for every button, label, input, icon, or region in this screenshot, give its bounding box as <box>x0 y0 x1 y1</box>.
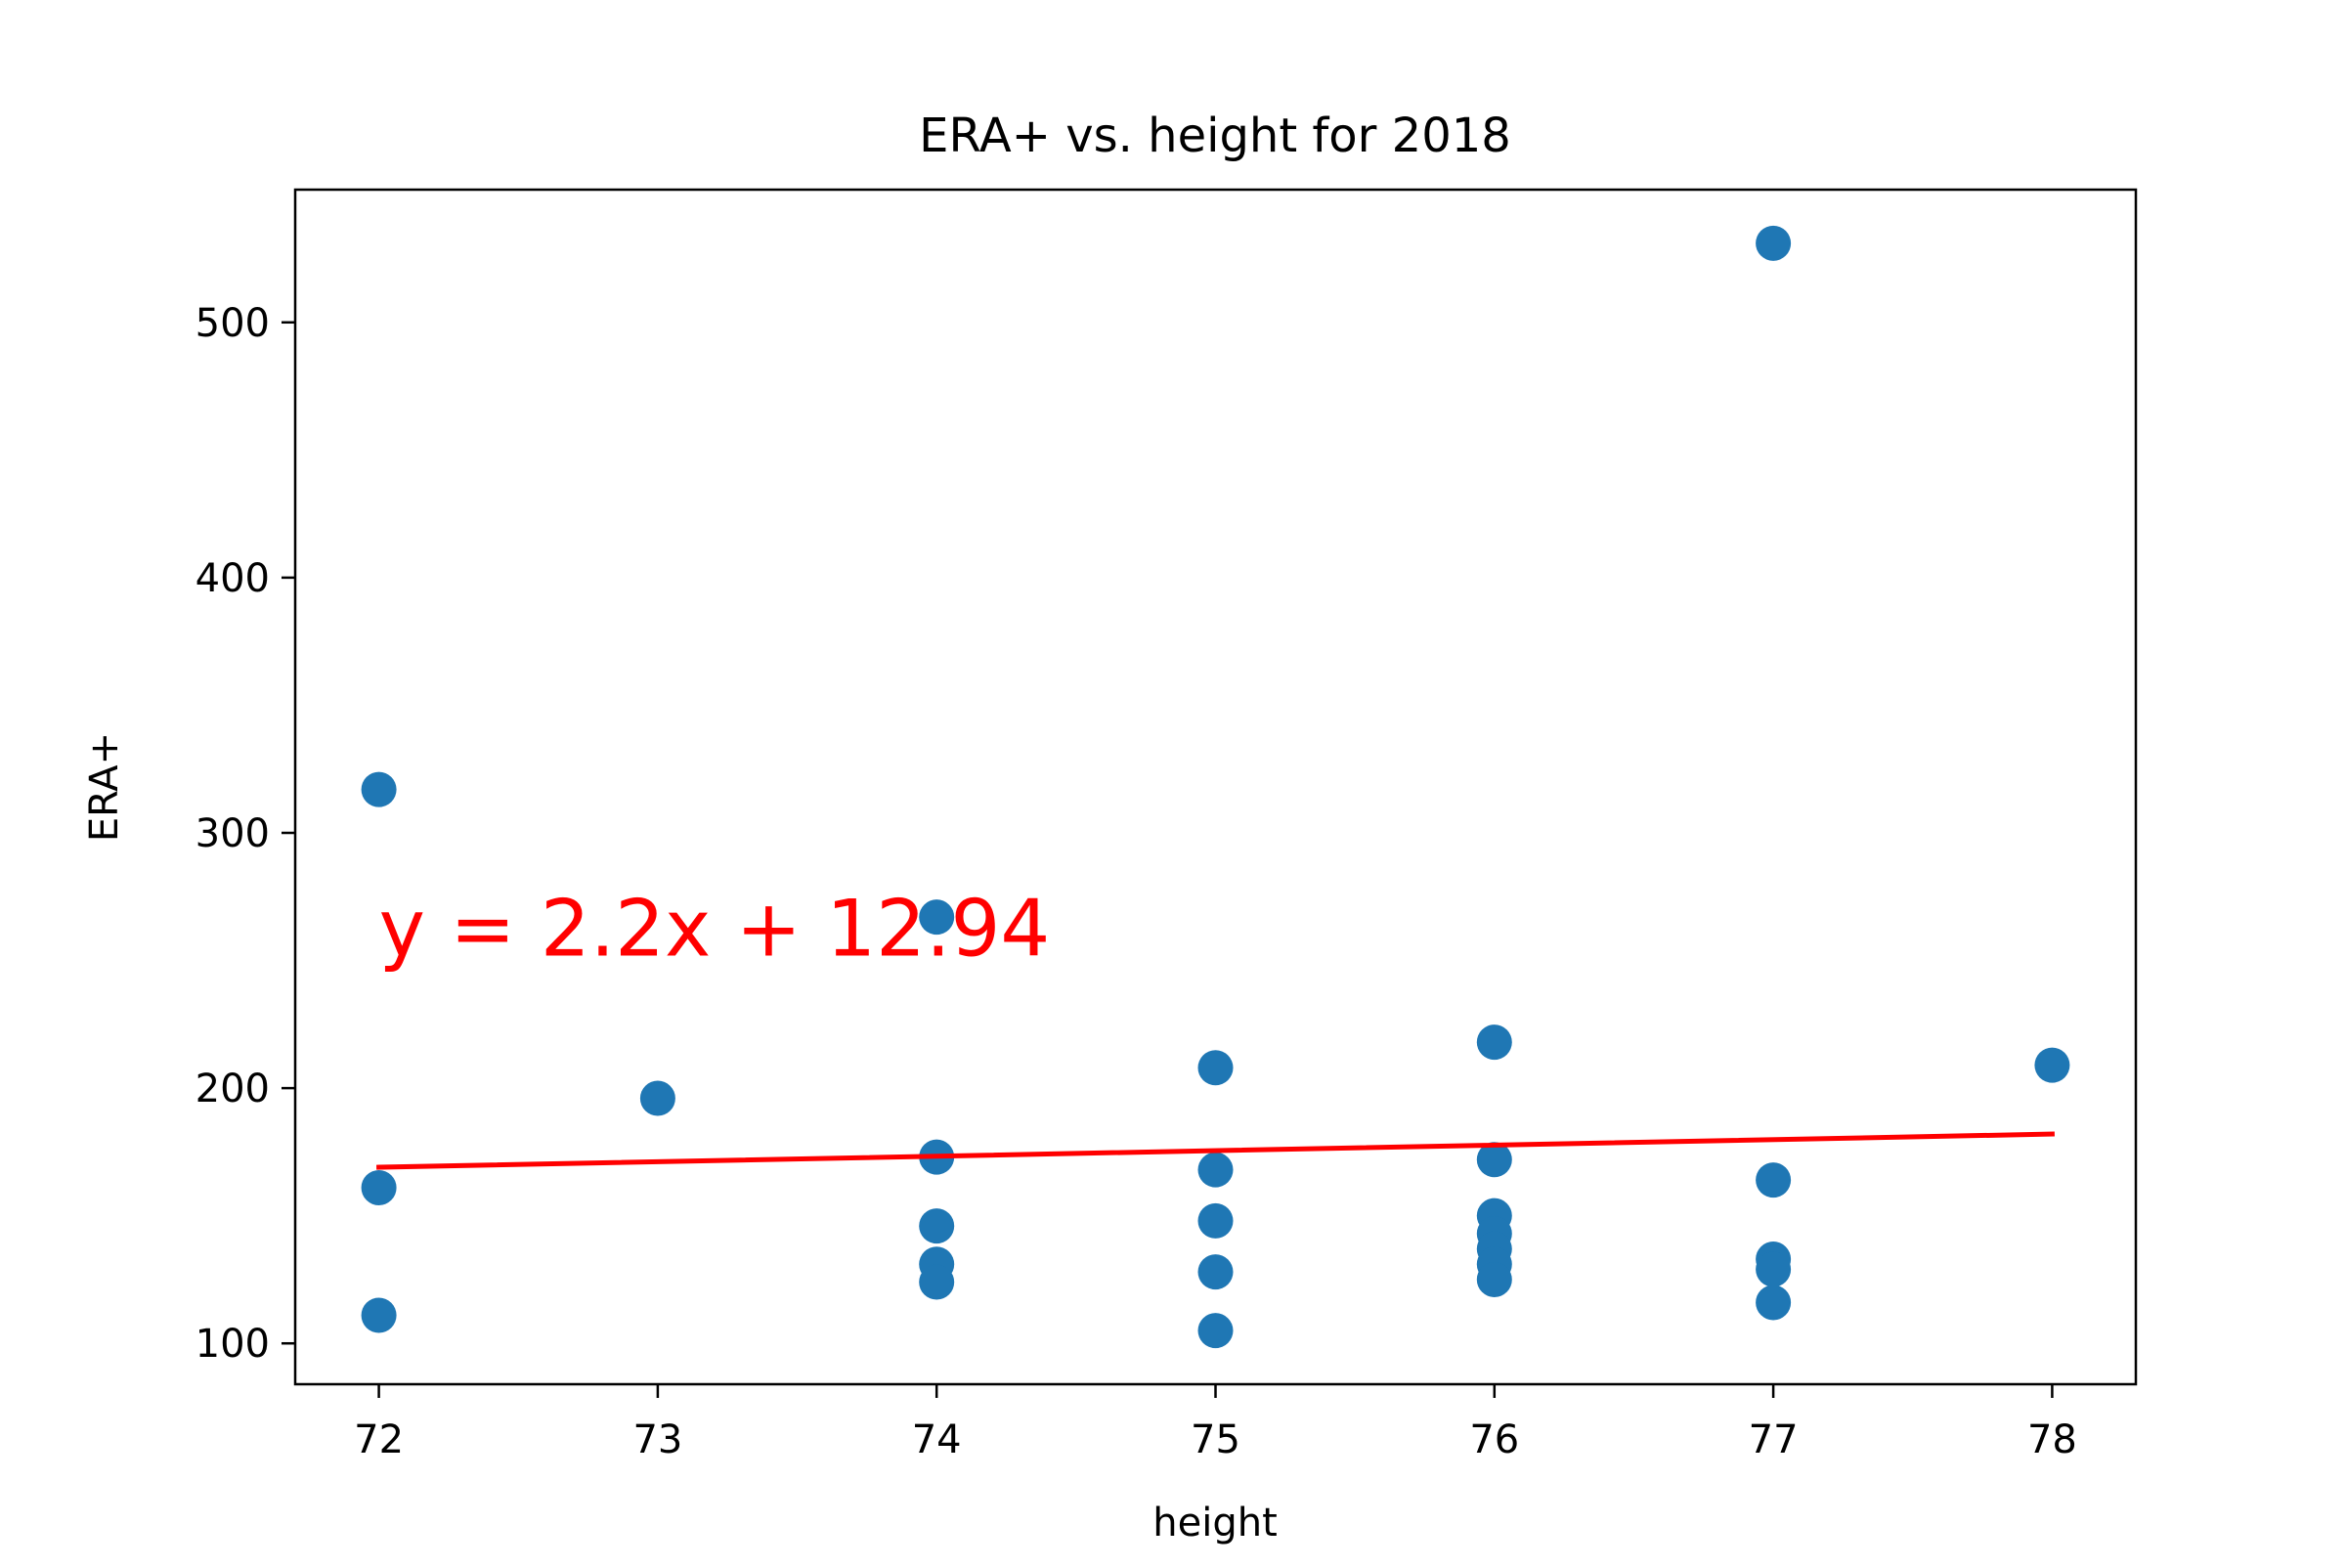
x-tick-label: 76 <box>1469 1417 1519 1462</box>
y-tick-label: 300 <box>196 811 270 856</box>
x-axis-label: height <box>1152 1501 1278 1546</box>
scatter-point <box>1197 1313 1234 1349</box>
scatter-point <box>919 1264 955 1300</box>
scatter-point <box>919 899 955 936</box>
x-tick-label: 72 <box>354 1417 404 1462</box>
fit-equation-annotation: y = 2.2x + 12.94 <box>379 883 1051 974</box>
x-tick-label: 74 <box>912 1417 962 1462</box>
chart-title: ERA+ vs. height for 2018 <box>919 109 1511 163</box>
scatter-point <box>1756 1162 1792 1198</box>
y-tick-label: 100 <box>196 1322 270 1367</box>
plot-marks <box>361 225 2070 1349</box>
y-tick-label: 400 <box>196 556 270 601</box>
scatter-point <box>1756 1251 1792 1287</box>
x-tick-label: 75 <box>1191 1417 1240 1462</box>
scatter-point <box>1197 1152 1234 1188</box>
scatter-point <box>1197 1254 1234 1290</box>
axis-ticks: 72 73 74 75 76 77 78 100 200 300 400 500 <box>196 301 2077 1462</box>
scatter-point <box>639 1080 675 1116</box>
x-tick-label: 73 <box>632 1417 682 1462</box>
scatter-point <box>1756 225 1792 261</box>
scatter-point <box>1476 1024 1512 1061</box>
y-tick-label: 200 <box>196 1067 270 1111</box>
regression-line <box>376 1131 2055 1170</box>
x-tick-label: 78 <box>2027 1417 2077 1462</box>
y-axis-label: ERA+ <box>82 732 127 842</box>
scatter-point <box>361 771 397 807</box>
scatter-point <box>361 1169 397 1205</box>
scatter-point <box>919 1208 955 1244</box>
scatter-point <box>1756 1285 1792 1321</box>
scatter-point <box>2034 1047 2070 1083</box>
scatter-point <box>1476 1261 1512 1297</box>
scatter-point <box>361 1297 397 1333</box>
scatter-point <box>1476 1142 1512 1178</box>
y-tick-label: 500 <box>196 301 270 346</box>
x-tick-label: 77 <box>1749 1417 1799 1462</box>
scatter-point <box>1197 1202 1234 1239</box>
scatter-point <box>1197 1050 1234 1086</box>
